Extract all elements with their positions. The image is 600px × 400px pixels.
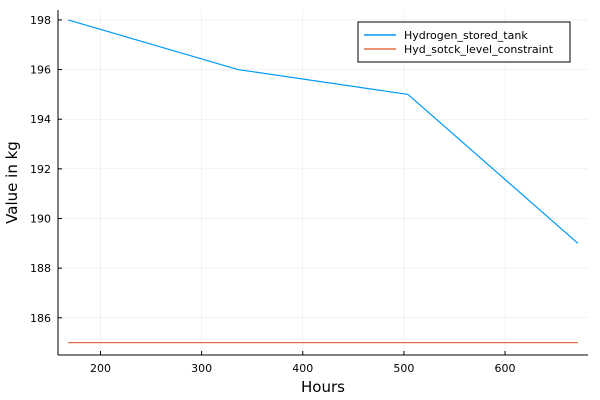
- grid: [58, 10, 588, 355]
- legend-label-1: Hyd_sotck_level_constraint: [404, 43, 554, 56]
- y-tick-label-4: 194: [30, 113, 51, 126]
- y-tick-label-1: 188: [30, 262, 51, 275]
- y-tick-label-0: 186: [30, 312, 51, 325]
- x-tick-label-2: 400: [292, 362, 313, 375]
- x-tick-label-0: 200: [90, 362, 111, 375]
- series-line-0: [67, 19, 579, 244]
- series-lines: [67, 19, 579, 344]
- y-axis-title: Value in kg: [3, 141, 21, 224]
- tick-labels: 200 300 400 500 600 186 188 190 192 194 196 198: [30, 14, 516, 375]
- y-tick-label-6: 198: [30, 14, 51, 27]
- y-tick-label-2: 190: [30, 212, 51, 225]
- axes: [57, 10, 588, 356]
- x-axis-title: Hours: [301, 378, 345, 396]
- legend: Hydrogen_stored_tankHyd_sotck_level_cons…: [357, 21, 571, 63]
- x-tick-label-4: 600: [495, 362, 516, 375]
- y-tick-label-5: 196: [30, 64, 51, 77]
- y-tick-label-3: 192: [30, 163, 51, 176]
- x-tick-label-3: 500: [393, 362, 414, 375]
- x-tick-label-1: 300: [191, 362, 212, 375]
- legend-label-0: Hydrogen_stored_tank: [404, 29, 528, 42]
- legend-box: [357, 21, 571, 63]
